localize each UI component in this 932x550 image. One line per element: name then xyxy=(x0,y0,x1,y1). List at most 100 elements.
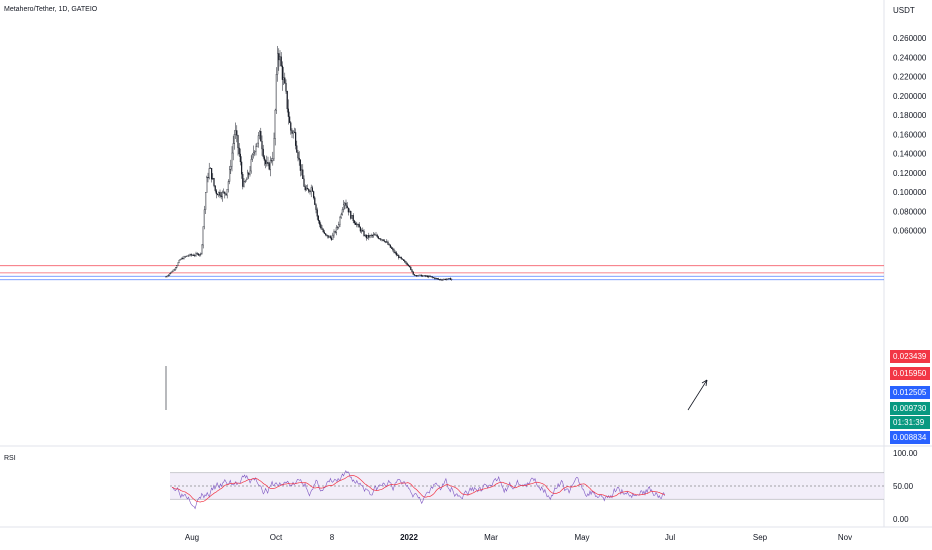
candle-body xyxy=(357,224,359,226)
candle-body xyxy=(306,188,309,190)
candle-body xyxy=(446,279,448,280)
candle-body xyxy=(242,174,244,187)
candle-body xyxy=(194,255,196,257)
candle-body xyxy=(341,209,344,215)
candle-body xyxy=(172,269,174,272)
candle-body xyxy=(212,178,214,180)
rsi-tick-label: 0.00 xyxy=(893,515,909,524)
symbol-title: Metahero/Tether, 1D, GATEIO xyxy=(4,6,98,13)
rsi-title: RSI xyxy=(4,455,16,462)
candle-body xyxy=(412,271,414,275)
candle-body xyxy=(273,138,275,159)
candle-body xyxy=(430,276,432,278)
candle-body xyxy=(315,204,317,210)
candle-body xyxy=(195,253,197,256)
candle-body xyxy=(354,222,357,225)
price-tick-label: 0.220000 xyxy=(893,73,927,82)
candle-body xyxy=(231,152,233,167)
candle-body xyxy=(443,278,446,280)
trend-arrow-head xyxy=(701,379,708,387)
candle-body xyxy=(264,160,267,165)
candle-body xyxy=(303,178,305,187)
candle-body xyxy=(326,234,328,236)
candle-body xyxy=(243,181,245,187)
candle-body xyxy=(257,135,260,144)
candle-body xyxy=(198,254,201,256)
candle-body xyxy=(252,152,255,155)
candle-body xyxy=(288,116,291,123)
time-axis-label: 2022 xyxy=(400,533,418,542)
candle-body xyxy=(239,153,241,163)
candle-body xyxy=(435,278,437,280)
candle-body xyxy=(297,152,299,159)
candle-body xyxy=(362,230,364,232)
candle-body xyxy=(418,274,420,276)
candle-body xyxy=(417,275,419,277)
candle-body xyxy=(363,230,365,236)
candle-body xyxy=(286,91,288,110)
candle-body xyxy=(178,260,180,263)
candle-body xyxy=(170,271,172,274)
candle-body xyxy=(293,131,296,133)
candle-body xyxy=(221,192,223,198)
candle-body xyxy=(250,159,252,172)
candle-body xyxy=(281,65,284,80)
candle-body xyxy=(287,108,290,117)
candle-body xyxy=(328,236,330,238)
candle-body xyxy=(383,240,386,242)
candle-body xyxy=(444,278,447,280)
candle-body xyxy=(392,248,394,250)
candle-body xyxy=(429,275,431,277)
trend-arrow xyxy=(687,379,708,411)
candle-body xyxy=(266,162,268,165)
time-axis-label: May xyxy=(574,533,589,542)
candle-body xyxy=(192,254,195,256)
candle-body xyxy=(400,256,402,259)
candle-body xyxy=(255,146,257,152)
candle-body xyxy=(234,130,237,135)
candle-body xyxy=(240,161,243,175)
candle-body xyxy=(203,209,205,227)
candle-body xyxy=(432,277,435,279)
candle-body xyxy=(171,271,173,273)
candle-body xyxy=(204,192,207,210)
candle-body xyxy=(425,275,428,277)
time-axis-label: Mar xyxy=(484,533,498,542)
candle-body xyxy=(299,159,302,171)
price-tag: 0.023439 xyxy=(890,350,930,363)
candle-body xyxy=(398,255,400,259)
candle-body xyxy=(168,273,171,276)
candle-body xyxy=(324,233,327,235)
candle-body xyxy=(419,274,422,276)
price-tick-label: 0.140000 xyxy=(893,150,927,159)
candle-body xyxy=(414,275,417,276)
candle-body xyxy=(393,249,395,253)
candle-body xyxy=(167,274,169,277)
candle-body xyxy=(219,191,221,197)
candle-body xyxy=(165,276,167,278)
candle-body xyxy=(374,234,376,236)
candle-body xyxy=(395,252,398,256)
candle-body xyxy=(394,252,396,254)
candle-body xyxy=(368,235,370,238)
price-tick-label: 0.060000 xyxy=(893,227,927,236)
price-tick-label: 0.180000 xyxy=(893,111,927,120)
candle-body xyxy=(291,130,293,134)
candle-body xyxy=(210,168,213,180)
time-axis-label: Nov xyxy=(838,533,852,542)
candle-body xyxy=(386,241,388,243)
candle-body xyxy=(381,239,383,241)
candle-body xyxy=(308,189,310,192)
candle-body xyxy=(236,130,238,136)
candle-body xyxy=(404,260,406,262)
candle-body xyxy=(316,209,318,217)
candle-body xyxy=(244,181,246,183)
candle-body xyxy=(202,226,204,246)
candle-body xyxy=(449,278,452,280)
candle-body xyxy=(311,187,314,192)
candle-body xyxy=(275,74,278,111)
time-axis-label: Oct xyxy=(270,533,283,542)
candle-body xyxy=(440,279,442,281)
candle-body xyxy=(237,135,239,149)
